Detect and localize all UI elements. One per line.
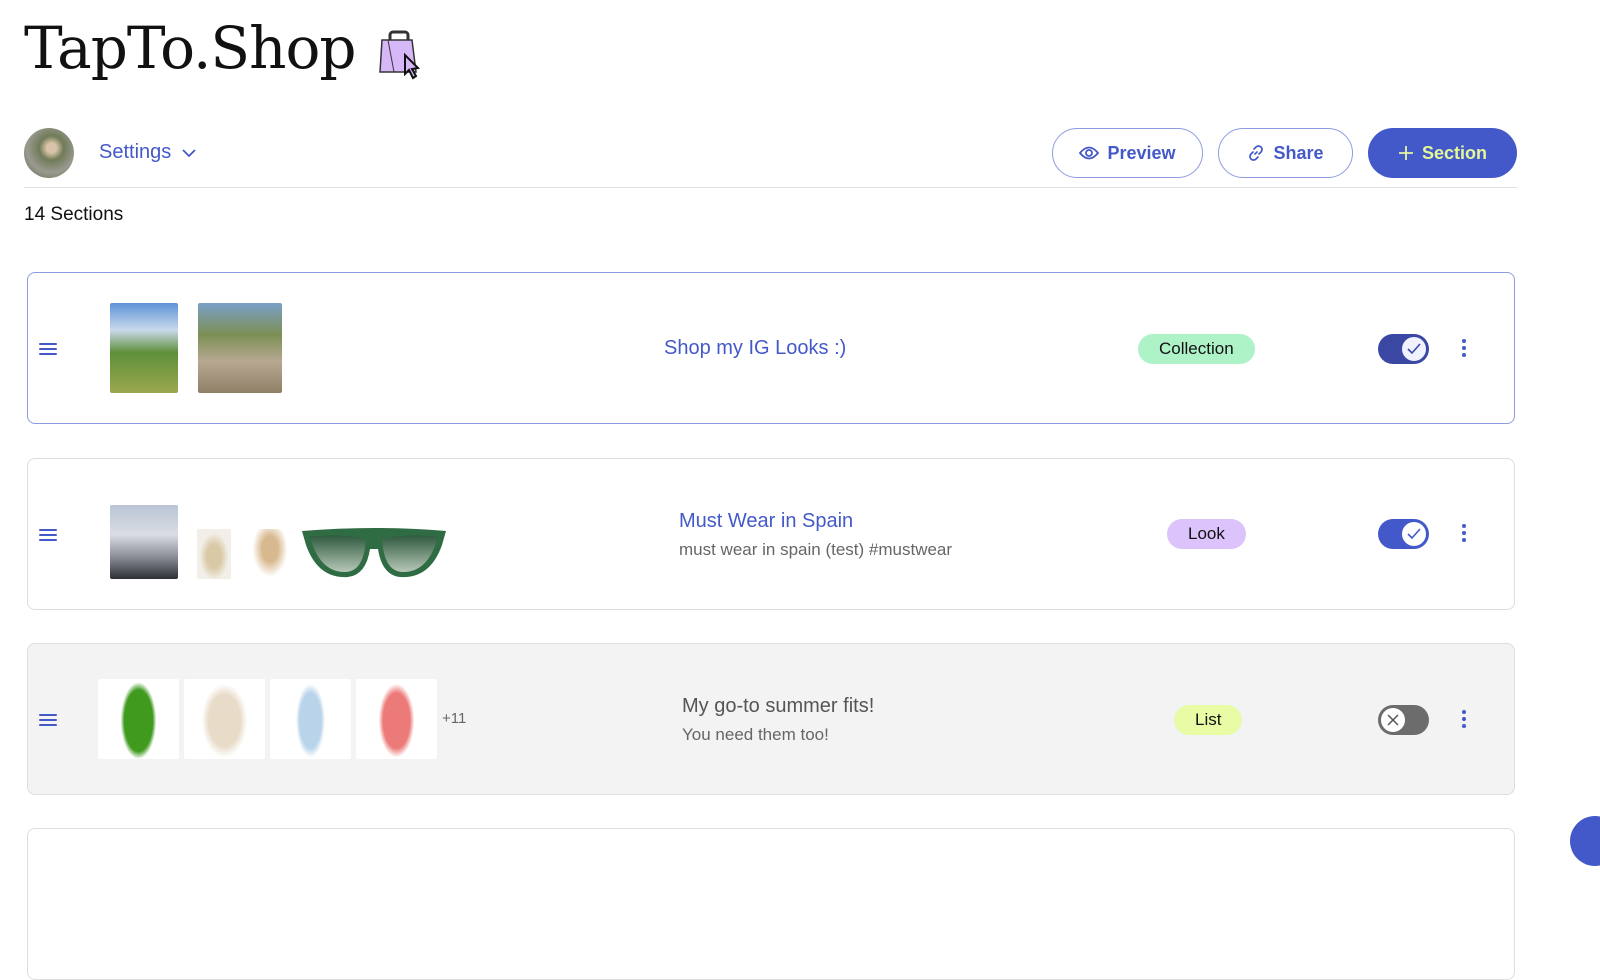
section-card[interactable]: Must Wear in Spain must wear in spain (t… [27, 458, 1515, 610]
visibility-toggle[interactable] [1378, 334, 1429, 364]
section-card[interactable] [27, 828, 1515, 980]
thumbnail-image [302, 528, 446, 578]
eye-icon [1079, 146, 1100, 160]
drag-handle-icon[interactable] [39, 343, 57, 358]
thumbnail-image [110, 303, 178, 393]
share-button[interactable]: Share [1218, 128, 1353, 178]
check-icon [1407, 343, 1421, 355]
preview-label: Preview [1107, 142, 1176, 163]
section-card[interactable]: +11 My go-to summer fits! You need them … [27, 643, 1515, 795]
thumbnail-image [184, 679, 265, 759]
section-text: Must Wear in Spain must wear in spain (t… [679, 510, 952, 560]
drag-handle-icon[interactable] [39, 714, 57, 729]
type-badge: Collection [1138, 334, 1255, 364]
more-options-icon[interactable] [1459, 710, 1469, 731]
plus-icon [1398, 146, 1413, 160]
add-section-button[interactable]: Section [1368, 128, 1517, 178]
section-title[interactable]: My go-to summer fits! [682, 695, 875, 717]
more-items-count: +11 [442, 710, 467, 727]
visibility-toggle[interactable] [1378, 705, 1429, 735]
help-button[interactable] [1570, 816, 1600, 866]
section-text: My go-to summer fits! You need them too! [682, 695, 874, 745]
settings-dropdown[interactable]: Settings [99, 141, 197, 164]
app-title: TapTo.Shop [24, 14, 357, 82]
section-card[interactable]: Shop my IG Looks :) Collection [27, 272, 1515, 424]
more-options-icon[interactable] [1459, 524, 1469, 545]
add-section-label: Section [1421, 142, 1487, 163]
thumbnail-image [110, 505, 178, 579]
section-title[interactable]: Must Wear in Spain [679, 510, 854, 532]
thumbnail-image [356, 679, 437, 759]
type-badge: Look [1167, 519, 1246, 549]
more-options-icon[interactable] [1459, 339, 1469, 360]
drag-handle-icon[interactable] [39, 529, 57, 544]
thumbnail-image [198, 303, 282, 393]
thumbnail-image [197, 529, 231, 579]
settings-label: Settings [99, 141, 172, 163]
link-icon [1249, 145, 1264, 161]
sections-count: 14 Sections [24, 204, 124, 225]
avatar[interactable] [24, 128, 74, 178]
close-icon [1387, 714, 1399, 726]
header-divider [24, 187, 1517, 188]
check-icon [1407, 528, 1421, 540]
section-text: Shop my IG Looks :) [664, 337, 846, 360]
shopping-bag-cursor-icon [379, 30, 421, 80]
section-title[interactable]: Shop my IG Looks :) [664, 337, 847, 359]
thumbnail-image [98, 679, 179, 759]
chevron-down-icon [182, 148, 196, 157]
type-badge: List [1174, 705, 1243, 735]
section-description: You need them too! [682, 725, 829, 744]
visibility-toggle[interactable] [1378, 519, 1429, 549]
thumbnail-image [270, 679, 351, 759]
share-label: Share [1273, 142, 1324, 163]
thumbnail-image [251, 529, 289, 579]
preview-button[interactable]: Preview [1052, 128, 1203, 178]
section-description: must wear in spain (test) #mustwear [679, 540, 953, 559]
